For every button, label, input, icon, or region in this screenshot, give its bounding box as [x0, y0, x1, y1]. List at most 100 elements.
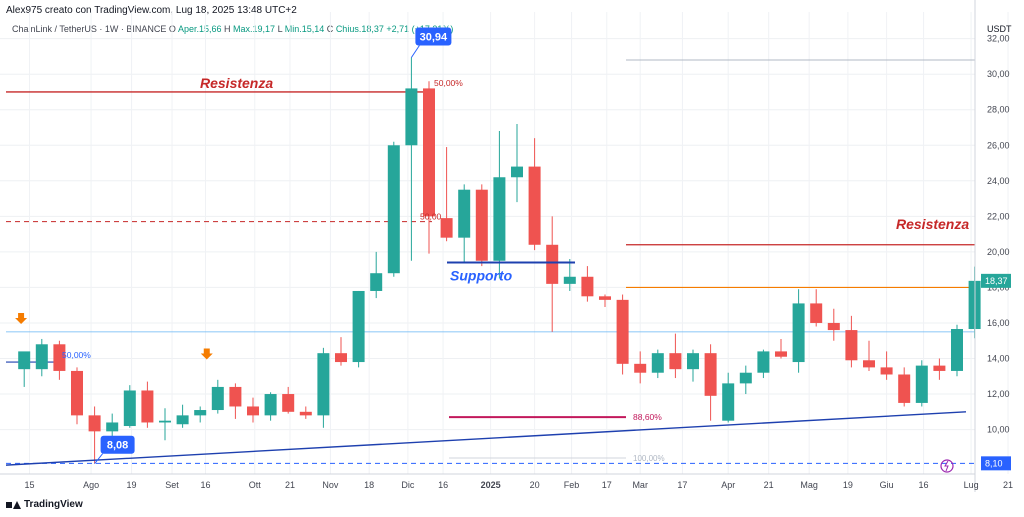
candle-body [722, 383, 735, 421]
candle-body [176, 415, 189, 425]
fib-50-label-mid: 50,00 [420, 211, 442, 221]
low-value: Min.15,14 [284, 24, 325, 34]
price-axis[interactable]: USDT10,0012,0014,0016,0018,0020,0022,002… [974, 0, 1012, 492]
time-tick-label: 19 [843, 480, 853, 490]
candle-body [141, 390, 154, 423]
time-tick-label: Giu [880, 480, 894, 490]
candle-body [229, 386, 242, 407]
time-tick-label: Nov [322, 480, 339, 490]
candle-body [757, 351, 770, 373]
candle-body [616, 299, 629, 364]
candle-body [933, 365, 946, 371]
down-arrow-icon [15, 312, 28, 324]
support-label: Supporto [450, 268, 513, 284]
candle-body [581, 276, 594, 297]
time-tick-label: 16 [919, 480, 929, 490]
high-price-tag [415, 27, 452, 46]
candle-body [528, 166, 541, 245]
candle-body [827, 322, 840, 331]
open-value: Aper.15,66 [177, 24, 222, 34]
low-line-tag-label: 8,10 [985, 458, 1003, 468]
candle-body [687, 353, 699, 370]
resistance-label-lower: Resistenza [896, 216, 969, 232]
close-value: Chius.18,37 [335, 24, 384, 34]
candle-body [493, 177, 506, 261]
fib-100-label: 100,00% [633, 454, 665, 463]
high-label: H [224, 24, 231, 34]
candle-body [915, 365, 928, 403]
candle-body [317, 353, 330, 416]
symbol-name[interactable]: ChainLink / TetherUS · 1W · BINANCE [12, 24, 167, 34]
candle-body [775, 351, 787, 357]
low-line-tag [981, 456, 1011, 471]
time-tick-label: 2025 [481, 480, 501, 490]
candle-body [335, 353, 347, 363]
time-tick-label: Lug [964, 480, 979, 490]
candle-body [669, 353, 682, 370]
down-arrow-icon [200, 348, 213, 360]
candle-body [792, 303, 805, 363]
price-tick-label: 20,00 [987, 247, 1010, 257]
candle-body [370, 273, 383, 291]
resistance-label-upper: Resistenza [200, 75, 273, 91]
candle-body [634, 363, 647, 373]
time-tick-label: 15 [24, 480, 34, 490]
low-label: L [277, 24, 283, 34]
candle-body [599, 296, 611, 300]
candle-body [352, 290, 365, 363]
time-tick-label: 21 [1003, 480, 1013, 490]
candle-body [159, 420, 171, 423]
low-tag-pointer [94, 453, 103, 465]
time-tick-label: 20 [530, 480, 540, 490]
candle-body [951, 329, 963, 371]
time-axis[interactable]: 15 Ago 19 Set 16 Ott 21 Nov 18 Dic 16 2025 20 Feb 17 Ma… [0, 473, 1013, 490]
candle-body [299, 411, 312, 416]
price-tick-label: 10,00 [987, 425, 1010, 435]
price-tick-label: 26,00 [987, 140, 1010, 150]
time-tick-label: 18 [364, 480, 374, 490]
time-tick-label: 17 [677, 480, 687, 490]
candle-body [546, 244, 559, 284]
time-tick-label: Mag [800, 480, 818, 490]
time-tick-label: 19 [127, 480, 137, 490]
price-tick-label: 16,00 [987, 318, 1010, 328]
candle-body [845, 330, 858, 361]
time-tick-label: Mar [632, 480, 648, 490]
candle-body [264, 394, 277, 416]
fib-50-label-top: 50,00% [434, 78, 463, 88]
chart-author-line: Alex975 creato con TradingView.com, Lug … [6, 5, 297, 16]
candle-body [475, 189, 488, 261]
candle-body [880, 367, 893, 375]
time-tick-label: Apr [721, 480, 735, 490]
candle-body [53, 344, 66, 371]
candle-body [405, 88, 418, 146]
candle-body [71, 370, 83, 416]
candle-body [511, 166, 523, 178]
candle-body [18, 351, 31, 370]
price-tick-label: 12,00 [987, 389, 1010, 399]
lightning-icon [944, 460, 949, 472]
time-tick-label: Dic [401, 480, 414, 490]
last-price-tag [981, 273, 1011, 288]
candle-body [563, 276, 576, 284]
time-tick-label: 21 [285, 480, 295, 490]
price-tick-label: 14,00 [987, 354, 1010, 364]
candle-body [35, 344, 48, 370]
candle-body [106, 422, 119, 432]
candle-body [704, 353, 717, 396]
candle-body [194, 410, 207, 416]
candle-body [123, 390, 136, 427]
price-tick-label: 28,00 [987, 105, 1010, 115]
candle-body [211, 386, 224, 411]
low-price-tag-label: 8,08 [107, 440, 128, 452]
high-price-tag-label: 30,94 [420, 31, 448, 43]
candle-body [458, 189, 471, 238]
time-tick-label: Feb [564, 480, 580, 490]
tradingview-logo[interactable]: TradingView [6, 499, 83, 510]
price-axis-currency: USDT [987, 24, 1012, 34]
price-tick-label: 22,00 [987, 211, 1010, 221]
candle-body [898, 374, 911, 403]
time-tick-label: 21 [764, 480, 774, 490]
candle-body [651, 353, 664, 373]
